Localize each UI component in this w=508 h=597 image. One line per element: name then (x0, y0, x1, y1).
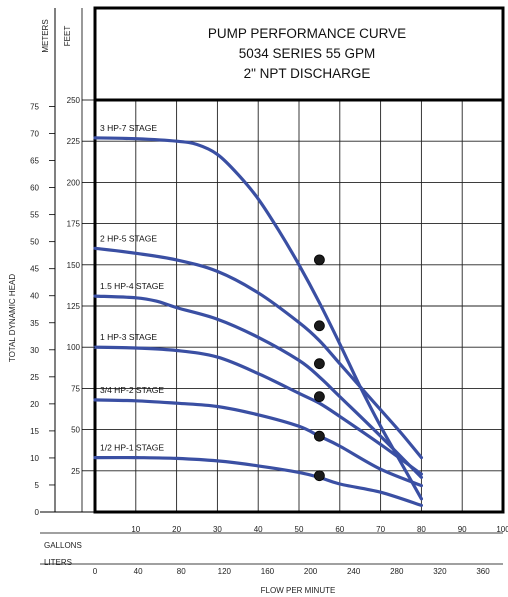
liters-tick-label: 0 (93, 567, 98, 576)
gallons-tick-label: 90 (458, 525, 467, 534)
feet-tick-label: 75 (71, 384, 80, 393)
series-marker-4 (313, 391, 325, 403)
axis-tick-labels: 0510152025303540455055606570752550751001… (8, 19, 508, 595)
chart-title-line: 2" NPT DISCHARGE (244, 66, 371, 81)
liters-tick-label: 80 (177, 567, 186, 576)
y-axis-title: TOTAL DYNAMIC HEAD (8, 274, 17, 363)
gallons-tick-label: 40 (254, 525, 263, 534)
liters-tick-label: 360 (476, 567, 490, 576)
grid-lines (95, 100, 503, 512)
series-line-5 (93, 398, 423, 488)
chart-frame (40, 6, 505, 565)
series-markers (313, 254, 325, 482)
chart-title-line: 5034 SERIES 55 GPM (239, 46, 376, 61)
meters-tick-label: 70 (30, 130, 39, 139)
chart-title-line: PUMP PERFORMANCE CURVE (208, 26, 406, 41)
gallons-tick-label: 30 (213, 525, 222, 534)
liters-axis-label: LITERS (44, 558, 72, 567)
meters-tick-label: 55 (30, 211, 39, 220)
series-label-3: 1.5 HP-4 STAGE (100, 281, 164, 291)
series-label-2: 2 HP-5 STAGE (100, 233, 157, 243)
gallons-tick-label: 100 (496, 525, 508, 534)
series-label-5: 3/4 HP-2 STAGE (100, 385, 164, 395)
series-line-4 (93, 345, 423, 476)
feet-tick-label: 50 (71, 426, 80, 435)
series-line-2 (93, 246, 423, 460)
feet-tick-label: 200 (67, 178, 81, 187)
meters-tick-label: 50 (30, 238, 39, 247)
series-labels: 3 HP-7 STAGE 2 HP-5 STAGE 1.5 HP-4 STAGE 1 … (100, 123, 164, 453)
series-marker-1 (313, 254, 325, 266)
feet-tick-label: 250 (67, 96, 81, 105)
meters-tick-label: 25 (30, 373, 39, 382)
series-line-3 (93, 294, 423, 479)
feet-tick-label: 175 (67, 220, 81, 229)
gallons-tick-label: 80 (417, 525, 426, 534)
series-line-1 (93, 136, 423, 501)
feet-tick-label: 225 (67, 137, 81, 146)
series-marker-3 (313, 358, 325, 370)
gallons-tick-label: 70 (376, 525, 385, 534)
chart-title: PUMP PERFORMANCE CURVE 5034 SERIES 55 GPM… (208, 26, 406, 81)
feet-tick-label: 125 (67, 302, 81, 311)
meters-tick-label: 40 (30, 292, 39, 301)
series-curves (93, 136, 423, 507)
x-axis-title: FLOW PER MINUTE (261, 586, 336, 595)
meters-tick-label: 20 (30, 400, 39, 409)
meters-tick-label: 65 (30, 157, 39, 166)
meters-tick-label: 0 (35, 508, 40, 517)
liters-tick-label: 120 (218, 567, 232, 576)
meters-tick-label: 75 (30, 102, 39, 111)
liters-tick-label: 160 (261, 567, 275, 576)
meters-tick-label: 45 (30, 265, 39, 274)
meters-axis-label: METERS (41, 19, 50, 52)
series-line-6 (93, 455, 423, 507)
liters-tick-label: 280 (390, 567, 404, 576)
feet-tick-label: 100 (67, 343, 81, 352)
feet-axis-label: FEET (63, 26, 72, 47)
series-label-4: 1 HP-3 STAGE (100, 332, 157, 342)
meters-tick-label: 30 (30, 346, 39, 355)
series-marker-2 (313, 320, 325, 332)
liters-tick-label: 40 (134, 567, 143, 576)
gallons-tick-label: 50 (295, 525, 304, 534)
feet-tick-label: 150 (67, 261, 81, 270)
meters-tick-label: 10 (30, 454, 39, 463)
gallons-tick-label: 60 (335, 525, 344, 534)
meters-tick-label: 60 (30, 184, 39, 193)
feet-tick-label: 25 (71, 467, 80, 476)
liters-tick-label: 320 (433, 567, 447, 576)
meters-tick-label: 35 (30, 319, 39, 328)
liters-tick-label: 200 (304, 567, 318, 576)
liters-tick-label: 240 (347, 567, 361, 576)
meters-tick-label: 5 (35, 481, 40, 490)
series-marker-5 (313, 430, 325, 442)
gallons-tick-label: 20 (172, 525, 181, 534)
gallons-tick-label: 10 (131, 525, 140, 534)
series-marker-6 (313, 470, 325, 482)
meters-tick-label: 15 (30, 427, 39, 436)
gallons-axis-label: GALLONS (44, 541, 82, 550)
series-label-6: 1/2 HP-1 STAGE (100, 443, 164, 453)
series-label-1: 3 HP-7 STAGE (100, 123, 157, 133)
